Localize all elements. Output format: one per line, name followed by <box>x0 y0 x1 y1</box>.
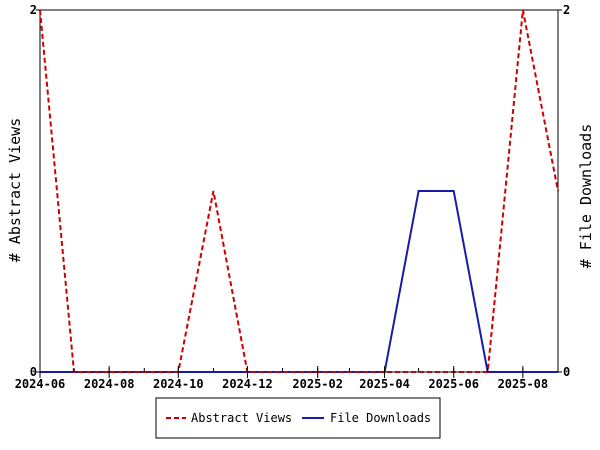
y-right-tick-label: 0 <box>563 365 570 379</box>
axis-ticks <box>36 9 562 378</box>
legend-box <box>155 397 441 439</box>
x-tick-label: 2024-06 <box>15 377 66 391</box>
y-axis-left-title: # Abstract Views <box>6 118 24 263</box>
y-left-tick-label: 0 <box>30 365 37 379</box>
y-left-tick-label: 2 <box>30 3 37 17</box>
x-tick-label: 2025-08 <box>498 377 549 391</box>
x-tick-label: 2025-04 <box>359 377 410 391</box>
x-tick-label: 2024-12 <box>222 377 273 391</box>
legend-label-file-downloads: File Downloads <box>330 411 431 425</box>
plot-area <box>39 9 559 373</box>
legend-label-abstract-views: Abstract Views <box>191 411 292 425</box>
x-tick-label: 2024-08 <box>84 377 135 391</box>
series-line-abstract-views <box>39 9 559 373</box>
axis-tick-labels: 2024-06 2024-08 2024-10 2024-12 2025-02 2025-… <box>15 3 571 391</box>
y-right-tick-label: 2 <box>563 3 570 17</box>
y-axis-right-title: # File Downloads <box>577 124 595 269</box>
legend: Abstract Views File Downloads <box>155 397 441 439</box>
plot-frame <box>39 9 559 373</box>
x-tick-label: 2025-06 <box>428 377 479 391</box>
series-line-file-downloads <box>40 190 558 373</box>
x-tick-label: 2025-02 <box>292 377 343 391</box>
x-tick-label: 2024-10 <box>153 377 204 391</box>
